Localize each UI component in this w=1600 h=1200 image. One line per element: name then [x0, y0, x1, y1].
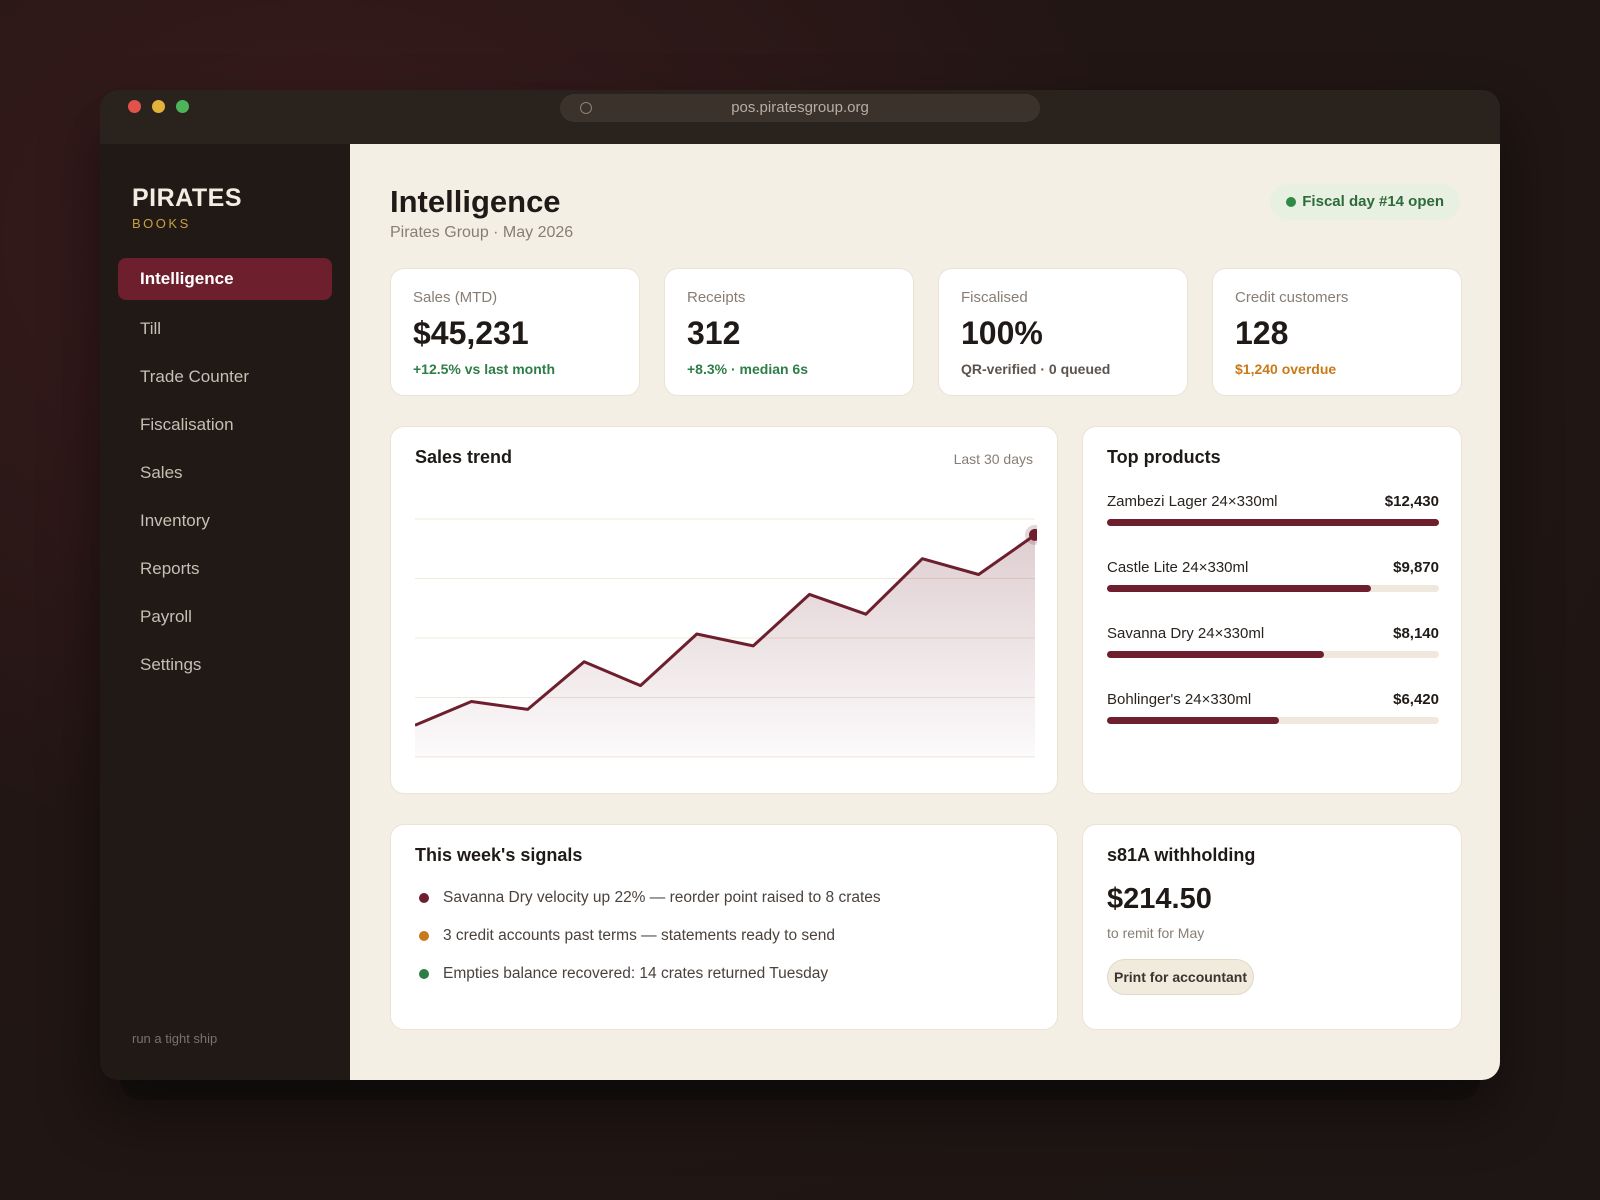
withholding-amount: $214.50	[1107, 883, 1212, 915]
product-bar-fill	[1107, 519, 1439, 526]
product-value: $6,420	[1393, 691, 1439, 708]
main-nav: Intelligence Till Trade Counter Fiscalis…	[118, 258, 332, 692]
card-title: Top products	[1107, 447, 1221, 467]
brand-subtitle: BOOKS	[132, 216, 191, 231]
list-item[interactable]: Bohlinger's 24×330ml $6,420	[1107, 691, 1439, 757]
stat-value: 100%	[961, 315, 1043, 351]
product-bar-fill	[1107, 585, 1371, 592]
sales-trend-card: Sales trend Last 30 days	[390, 426, 1058, 794]
signals-card: This week's signals Savanna Dry velocity…	[390, 824, 1058, 1030]
top-products-card: Top products Zambezi Lager 24×330ml $12,…	[1082, 426, 1462, 794]
sidebar-item-intelligence[interactable]: Intelligence	[118, 258, 332, 300]
stat-card-fiscalised: Fiscalised 100% QR-verified · 0 queued	[938, 268, 1188, 396]
product-value: $9,870	[1393, 559, 1439, 576]
withholding-caption: to remit for May	[1107, 925, 1205, 941]
product-bar-track	[1107, 585, 1439, 592]
address-bar[interactable]: pos.piratesgroup.org	[560, 94, 1040, 122]
sidebar-tagline: run a tight ship	[132, 1031, 218, 1046]
stat-value: 128	[1235, 315, 1289, 351]
date-range-label: Last 30 days	[953, 451, 1033, 467]
card-title: Sales trend	[415, 447, 513, 467]
stat-value: $45,231	[413, 315, 529, 351]
list-item[interactable]: Castle Lite 24×330ml $9,870	[1107, 559, 1439, 625]
print-for-accountant-button[interactable]: Print for accountant	[1107, 959, 1255, 995]
signal-text: Savanna Dry velocity up 22% — reorder po…	[443, 889, 881, 906]
stat-note: QR-verified · 0 queued	[961, 361, 1111, 377]
signal-dot-icon	[419, 969, 429, 979]
sidebar-item-sales[interactable]: Sales	[140, 463, 183, 482]
stat-note: $1,240 overdue	[1235, 361, 1337, 377]
card-title: This week's signals	[415, 845, 583, 865]
maximize-window-button[interactable]	[176, 100, 189, 113]
page-subtitle: Pirates Group · May 2026	[390, 224, 574, 241]
withholding-card: s81A withholding $214.50 to remit for Ma…	[1082, 824, 1462, 1030]
latest-point[interactable]	[1029, 528, 1037, 541]
sidebar-item-till[interactable]: Till	[140, 319, 162, 338]
list-item: 3 credit accounts past terms — statement…	[419, 925, 881, 963]
signal-dot-icon	[419, 893, 429, 903]
signal-text: Empties balance recovered: 14 crates ret…	[443, 965, 829, 982]
list-item[interactable]: Savanna Dry 24×330ml $8,140	[1107, 625, 1439, 691]
sidebar-item-settings[interactable]: Settings	[140, 655, 202, 674]
stat-card-sales: Sales (MTD) $45,231 +12.5% vs last month	[390, 268, 640, 396]
stat-value: 312	[687, 315, 741, 351]
brand-title: PIRATES	[132, 184, 242, 212]
page-title: Intelligence	[390, 184, 561, 219]
product-bar-track	[1107, 519, 1439, 526]
product-name: Savanna Dry 24×330ml	[1107, 625, 1265, 642]
minimize-window-button[interactable]	[152, 100, 165, 113]
card-title: s81A withholding	[1107, 845, 1256, 865]
sidebar-item-payroll[interactable]: Payroll	[140, 607, 192, 626]
sidebar-item-reports[interactable]: Reports	[140, 559, 200, 578]
product-name: Bohlinger's 24×330ml	[1107, 691, 1252, 708]
close-window-button[interactable]	[128, 100, 141, 113]
signal-dot-icon	[419, 931, 429, 941]
list-item: Empties balance recovered: 14 crates ret…	[419, 963, 881, 1001]
product-value: $12,430	[1384, 493, 1439, 510]
url-text: pos.piratesgroup.org	[731, 99, 869, 116]
main-content: Intelligence Pirates Group · May 2026 Fi…	[350, 144, 1500, 1080]
product-name: Castle Lite 24×330ml	[1107, 559, 1249, 576]
stat-label: Receipts	[687, 289, 746, 306]
stat-note: +12.5% vs last month	[413, 361, 556, 377]
sidebar: PIRATES BOOKS Intelligence Till Trade Co…	[100, 144, 350, 1080]
signal-text: 3 credit accounts past terms — statement…	[443, 927, 835, 944]
title-bar: pos.piratesgroup.org	[100, 90, 1500, 144]
product-bar-track	[1107, 651, 1439, 658]
trend-line	[415, 533, 1036, 727]
sales-trend-chart	[415, 518, 1037, 758]
site-info-icon	[580, 102, 592, 114]
status-dot-icon	[1286, 197, 1297, 207]
product-list: Zambezi Lager 24×330ml $12,430 Castle Li…	[1107, 493, 1439, 757]
product-value: $8,140	[1393, 625, 1439, 642]
browser-window: pos.piratesgroup.org PIRATES BOOKS Intel…	[100, 90, 1500, 1080]
sidebar-item-trade-counter[interactable]: Trade Counter	[140, 367, 249, 386]
product-bar-track	[1107, 717, 1439, 724]
signals-list: Savanna Dry velocity up 22% — reorder po…	[419, 887, 881, 1001]
stat-note: +8.3% · median 6s	[687, 361, 809, 377]
sidebar-item-inventory[interactable]: Inventory	[140, 511, 210, 530]
sidebar-item-fiscalisation[interactable]: Fiscalisation	[140, 415, 234, 434]
product-bar-fill	[1107, 717, 1279, 724]
list-item: Savanna Dry velocity up 22% — reorder po…	[419, 887, 881, 925]
fiscal-day-label: Fiscal day #14 open	[1302, 193, 1444, 210]
list-item[interactable]: Zambezi Lager 24×330ml $12,430	[1107, 493, 1439, 559]
trend-area	[415, 534, 1035, 757]
stat-label: Credit customers	[1235, 289, 1349, 306]
stat-card-receipts: Receipts 312 +8.3% · median 6s	[664, 268, 914, 396]
stat-label: Sales (MTD)	[413, 289, 498, 306]
stat-label: Fiscalised	[961, 289, 1028, 306]
fiscal-day-badge: Fiscal day #14 open	[1270, 184, 1460, 220]
stat-card-credit-customers: Credit customers 128 $1,240 overdue	[1212, 268, 1462, 396]
product-name: Zambezi Lager 24×330ml	[1107, 493, 1278, 510]
product-bar-fill	[1107, 651, 1325, 658]
